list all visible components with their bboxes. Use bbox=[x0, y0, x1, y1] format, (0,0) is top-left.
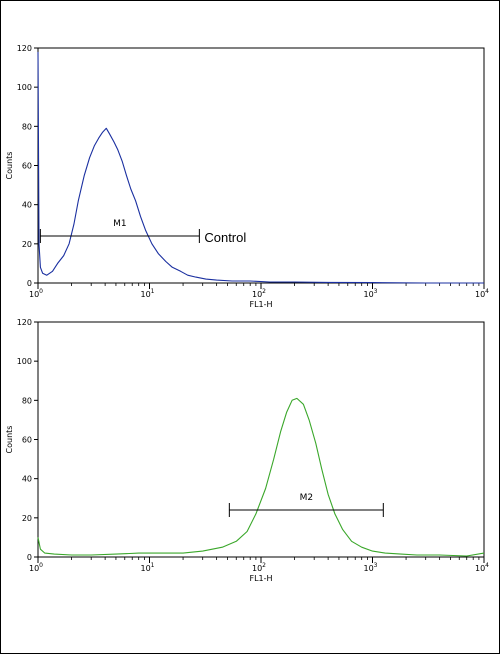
x-tick-label: 100 bbox=[29, 288, 43, 299]
gate-marker-label: M1 bbox=[113, 219, 127, 229]
y-tick-label: 80 bbox=[22, 396, 32, 405]
x-tick-label: 104 bbox=[475, 288, 489, 299]
x-tick-label: 100 bbox=[29, 562, 43, 573]
x-tick-label: 102 bbox=[252, 562, 266, 573]
y-tick-label: 80 bbox=[22, 122, 32, 131]
x-axis-title: FL1-H bbox=[249, 300, 272, 309]
histogram-panel-1: 0 20 40 60 80 100 120 100 101 102 103 104 FL1-H Count… bbox=[5, 44, 489, 309]
histogram-line-1 bbox=[37, 51, 484, 284]
y-tick-label: 60 bbox=[22, 436, 32, 445]
y-tick-label: 40 bbox=[22, 201, 32, 210]
y-tick-label: 20 bbox=[22, 240, 32, 249]
x-tick-label: 103 bbox=[363, 562, 377, 573]
x-tick-label: 101 bbox=[140, 288, 154, 299]
y-tick-label: 60 bbox=[22, 162, 32, 171]
gate-marker-label: M2 bbox=[300, 493, 314, 503]
y-tick-label: 120 bbox=[17, 44, 32, 53]
histogram-line-2 bbox=[37, 397, 485, 557]
y-tick-label: 120 bbox=[17, 318, 32, 327]
x-tick-label: 104 bbox=[475, 562, 489, 573]
y-tick-label: 0 bbox=[27, 279, 32, 288]
y-axis-title: Counts bbox=[5, 426, 14, 454]
y-tick-label: 0 bbox=[27, 553, 32, 562]
y-tick-label: 20 bbox=[22, 514, 32, 523]
y-tick-label: 40 bbox=[22, 475, 32, 484]
x-tick-label: 103 bbox=[363, 288, 377, 299]
x-axis-title: FL1-H bbox=[249, 574, 272, 583]
y-tick-label: 100 bbox=[17, 83, 32, 92]
y-tick-label: 100 bbox=[17, 357, 32, 366]
plot-area-border bbox=[37, 321, 485, 558]
x-tick-label: 101 bbox=[140, 562, 154, 573]
x-tick-label: 102 bbox=[252, 288, 266, 299]
plot-area-border bbox=[37, 47, 485, 284]
y-axis-title: Counts bbox=[5, 152, 14, 180]
histogram-panel-2: 0 20 40 60 80 100 120 100 101 102 103 104 FL1-H Count… bbox=[5, 318, 489, 583]
sample-annotation: Control bbox=[204, 230, 246, 245]
